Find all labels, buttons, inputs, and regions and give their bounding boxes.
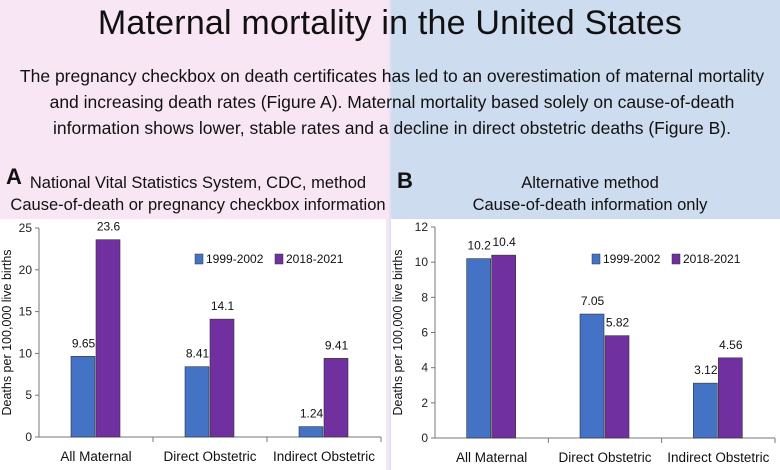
data-label: 1.24 bbox=[300, 407, 324, 421]
legend-label: 2018-2021 bbox=[683, 252, 741, 266]
y-tick-label: 25 bbox=[19, 221, 33, 235]
data-label: 14.1 bbox=[211, 299, 235, 313]
legend-swatch bbox=[274, 253, 284, 265]
x-category-label: Indirect Obstetric bbox=[667, 450, 769, 465]
legend-swatch bbox=[194, 253, 204, 265]
y-axis-label: Deaths per 100,000 live births bbox=[391, 249, 405, 415]
data-label: 9.65 bbox=[72, 336, 96, 350]
legend-label: 1999-2002 bbox=[206, 252, 264, 266]
page-title: Maternal mortality in the United States bbox=[97, 4, 683, 42]
data-label: 5.82 bbox=[606, 316, 630, 330]
bar-2018-2021 bbox=[718, 357, 743, 439]
panel-a-caption-line2: Cause-of-death or pregnancy checkbox inf… bbox=[10, 196, 386, 214]
y-tick-label: 2 bbox=[421, 396, 428, 410]
y-tick-label: 10 bbox=[415, 255, 429, 269]
legend-label: 2018-2021 bbox=[286, 252, 344, 266]
panel-b-caption-line2: Cause-of-death information only bbox=[472, 196, 708, 214]
legend-swatch bbox=[671, 253, 681, 265]
x-category-label: All Maternal bbox=[456, 450, 527, 465]
data-label: 3.12 bbox=[694, 363, 718, 377]
bar-1999-2002 bbox=[693, 382, 718, 439]
bar-2018-2021 bbox=[95, 239, 121, 438]
bar-2018-2021 bbox=[491, 254, 516, 439]
bar-2018-2021 bbox=[209, 318, 235, 438]
data-label: 10.4 bbox=[492, 235, 516, 249]
panel-a-letter: A bbox=[6, 164, 22, 189]
y-tick-label: 4 bbox=[421, 361, 428, 375]
y-tick-label: 6 bbox=[421, 326, 428, 340]
y-tick-label: 20 bbox=[19, 263, 33, 277]
y-tick-label: 0 bbox=[421, 431, 428, 445]
x-category-label: Direct Obstetric bbox=[163, 449, 256, 464]
y-tick-label: 12 bbox=[415, 220, 429, 234]
chart-b: 0 2 4 6 8 10 12 Deaths per 100,000 live births A… bbox=[391, 219, 780, 470]
y-tick-label: 10 bbox=[19, 346, 33, 360]
y-tick-label: 8 bbox=[421, 290, 428, 304]
data-label: 10.2 bbox=[467, 239, 491, 253]
panel-b-letter: B bbox=[397, 168, 413, 193]
x-category-label: All Maternal bbox=[60, 449, 131, 464]
page-subtitle: The pregnancy checkbox on death certific… bbox=[19, 66, 765, 138]
y-tick-label: 0 bbox=[25, 430, 32, 444]
y-tick-label: 5 bbox=[25, 388, 32, 402]
y-axis-label: Deaths per 100,000 live births bbox=[0, 249, 14, 415]
bar-1999-2002 bbox=[298, 426, 324, 438]
x-category-label: Direct Obstetric bbox=[558, 450, 651, 465]
data-label: 9.41 bbox=[325, 338, 349, 352]
bar-2018-2021 bbox=[604, 335, 630, 439]
chart-a: 0 5 10 15 20 25 Deaths per 100,000 live births… bbox=[0, 219, 386, 470]
bar-2018-2021 bbox=[323, 358, 349, 438]
data-label: 23.6 bbox=[97, 220, 121, 234]
panel-a-caption: National Vital Statistics System, CDC, m… bbox=[6, 172, 390, 216]
bar-1999-2002 bbox=[184, 366, 210, 438]
data-label: 8.41 bbox=[186, 347, 210, 361]
data-label: 4.56 bbox=[719, 338, 743, 352]
bar-1999-2002 bbox=[70, 356, 96, 438]
bar-1999-2002 bbox=[579, 313, 605, 439]
panel-b-caption-line1: Alternative method bbox=[521, 174, 659, 192]
panel-a-caption-line1: National Vital Statistics System, CDC, m… bbox=[29, 174, 367, 192]
y-tick-label: 15 bbox=[19, 305, 33, 319]
bar-1999-2002 bbox=[466, 258, 491, 439]
panel-b-caption: Alternative method Cause-of-death inform… bbox=[400, 172, 780, 216]
legend-swatch bbox=[591, 253, 601, 265]
data-label: 7.05 bbox=[581, 294, 605, 308]
legend-label: 1999-2002 bbox=[603, 252, 661, 266]
x-category-label: Indirect Obstetric bbox=[273, 449, 375, 464]
